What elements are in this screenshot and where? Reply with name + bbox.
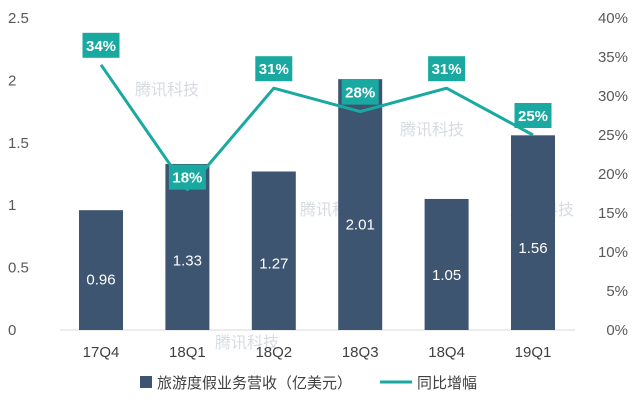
bar: [511, 135, 555, 330]
left-axis-ticks: 0 0.5 1 1.5 2 2.5: [8, 10, 29, 339]
right-tick-label: 40%: [598, 10, 628, 27]
bar: [424, 198, 469, 330]
right-tick-label: 35%: [598, 49, 628, 66]
line-value-label: 34%: [86, 38, 116, 55]
bar-value-label: 1.33: [173, 252, 202, 269]
legend: 旅游度假业务营收（亿美元） 同比增幅: [140, 375, 477, 392]
line-value-label: 31%: [432, 61, 462, 78]
line-value-label: 31%: [259, 61, 289, 78]
right-tick-label: 5%: [606, 283, 628, 300]
bar-value-label: 1.27: [259, 255, 288, 272]
bar-value-label: 1.05: [432, 267, 461, 284]
category-label: 18Q3: [342, 344, 379, 361]
line-value-label: 18%: [172, 170, 202, 187]
category-label: 19Q1: [515, 344, 552, 361]
bar: [338, 79, 383, 330]
watermark-text: 腾讯科技: [215, 333, 279, 352]
right-tick-label: 10%: [598, 244, 628, 261]
category-label: 18Q1: [169, 344, 206, 361]
bar-value-label: 0.96: [86, 272, 115, 289]
legend-bar-swatch: [140, 376, 152, 388]
bar: [251, 171, 296, 330]
line-value-label: 28%: [345, 85, 375, 102]
line-label-box: [255, 56, 293, 82]
right-axis-ticks: 0% 5% 10% 15% 20% 25% 30% 35% 40%: [598, 10, 628, 339]
line-label-box: [514, 103, 552, 128]
right-tick-label: 25%: [598, 127, 628, 144]
bar: [79, 210, 123, 330]
line-label-box: [428, 56, 466, 82]
category-label: 18Q2: [255, 344, 292, 361]
right-tick-label: 30%: [598, 88, 628, 105]
line-value-labels: 34% 18% 31% 28% 31% 25%: [82, 32, 552, 190]
watermark-text: 腾讯科技: [135, 80, 199, 99]
bar-value-label: 1.56: [518, 240, 547, 257]
bar-series: [79, 79, 555, 330]
left-tick-label: 1: [8, 197, 16, 214]
legend-bar-label: 旅游度假业务营收（亿美元）: [157, 375, 352, 392]
left-tick-label: 1.5: [8, 135, 29, 152]
left-tick-label: 0.5: [8, 260, 29, 277]
left-tick-label: 0: [8, 322, 16, 339]
bar: [165, 164, 210, 330]
line-label-box: [82, 32, 120, 58]
legend-line-label: 同比增幅: [417, 375, 477, 392]
line-label-box: [168, 164, 206, 190]
line-label-box: [341, 79, 379, 105]
left-tick-label: 2.5: [8, 10, 29, 27]
line-value-label: 25%: [518, 108, 548, 125]
right-tick-label: 20%: [598, 166, 628, 183]
right-tick-label: 15%: [598, 205, 628, 222]
left-tick-label: 2: [8, 72, 16, 89]
bar-value-label: 2.01: [346, 217, 375, 234]
bar-value-labels: 0.96 1.33 1.27 2.01 1.05 1.56: [86, 217, 547, 289]
category-label: 17Q4: [83, 344, 120, 361]
category-label: 18Q4: [428, 344, 465, 361]
category-labels: 17Q4 18Q1 18Q2 18Q3 18Q4 19Q1: [83, 344, 552, 361]
right-tick-label: 0%: [606, 322, 628, 339]
watermark-text: 腾讯科技: [400, 120, 464, 139]
